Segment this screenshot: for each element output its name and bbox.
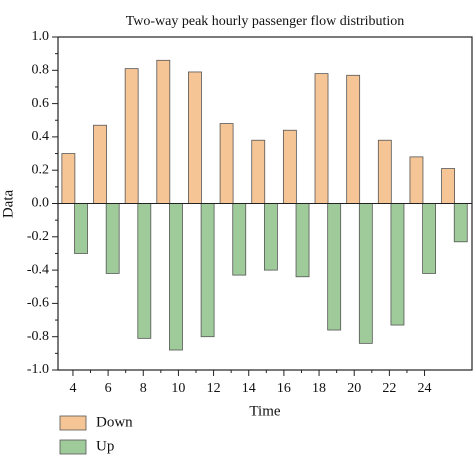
y-tick-label: 0.2 xyxy=(32,162,50,177)
x-tick-label: 14 xyxy=(242,381,256,396)
bar xyxy=(93,124,107,204)
x-tick-label: 6 xyxy=(105,381,112,396)
bar xyxy=(358,203,373,344)
y-tick-label: 0.8 xyxy=(32,63,50,78)
y-tick-label: 0.6 xyxy=(32,96,50,111)
x-tick-label: 4 xyxy=(69,381,76,396)
bar xyxy=(105,203,120,274)
bar xyxy=(169,203,183,351)
bar xyxy=(200,203,215,338)
y-tick-label: -0.4 xyxy=(27,262,49,277)
x-tick-label: 10 xyxy=(171,381,185,396)
bar xyxy=(295,203,310,278)
x-tick-label: 22 xyxy=(382,381,396,396)
bar xyxy=(219,123,234,204)
bar xyxy=(156,59,171,204)
bar xyxy=(314,73,329,204)
bar xyxy=(390,203,405,326)
x-tick-label: 16 xyxy=(277,381,291,396)
legend-swatch xyxy=(59,439,87,455)
x-axis-label: Time xyxy=(249,403,280,419)
bar xyxy=(263,203,278,271)
bar xyxy=(409,156,424,204)
x-tick-label: 20 xyxy=(347,381,361,396)
chart-title: Two-way peak hourly passenger flow distr… xyxy=(126,14,405,29)
bar xyxy=(327,203,342,331)
bar xyxy=(61,153,76,204)
x-tick-label: 8 xyxy=(140,381,147,396)
y-tick-label: 1.0 xyxy=(32,29,50,44)
x-tick-label: 12 xyxy=(207,381,221,396)
bar xyxy=(453,203,468,243)
bar xyxy=(124,68,139,204)
bar xyxy=(74,203,88,254)
y-axis-label: Data xyxy=(0,190,16,219)
y-tick-label: 0.4 xyxy=(32,129,50,144)
bar xyxy=(282,129,297,204)
bar xyxy=(346,74,361,204)
y-tick-label: -0.2 xyxy=(27,229,49,244)
bar xyxy=(441,168,455,204)
bar xyxy=(232,203,247,276)
bar xyxy=(188,71,202,204)
legend-label: Down xyxy=(96,414,133,430)
x-tick-label: 24 xyxy=(418,381,432,396)
bar xyxy=(422,203,437,274)
y-tick-label: 0.0 xyxy=(32,196,50,211)
bar xyxy=(377,139,392,204)
y-tick-label: -0.8 xyxy=(27,329,49,344)
y-tick-label: -0.6 xyxy=(27,296,49,311)
legend-label: Up xyxy=(96,438,114,454)
x-tick-label: 18 xyxy=(312,381,326,396)
y-tick-label: -1.0 xyxy=(27,362,49,377)
legend-swatch xyxy=(59,415,87,431)
bar xyxy=(137,203,152,339)
bar xyxy=(251,139,266,204)
